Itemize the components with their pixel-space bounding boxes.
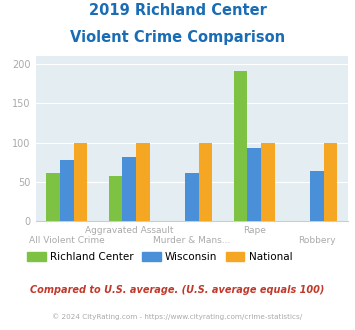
Bar bbox=[198, 143, 212, 221]
Bar bbox=[310, 171, 323, 221]
Bar bbox=[261, 143, 275, 221]
Text: Robbery: Robbery bbox=[298, 236, 335, 245]
Bar bbox=[46, 173, 60, 221]
Bar bbox=[185, 173, 198, 221]
Text: 2019 Richland Center: 2019 Richland Center bbox=[88, 3, 267, 18]
Bar bbox=[109, 176, 122, 221]
Bar bbox=[60, 160, 73, 221]
Text: All Violent Crime: All Violent Crime bbox=[29, 236, 105, 245]
Bar bbox=[122, 157, 136, 221]
Text: Murder & Mans...: Murder & Mans... bbox=[153, 236, 230, 245]
Text: Compared to U.S. average. (U.S. average equals 100): Compared to U.S. average. (U.S. average … bbox=[30, 285, 325, 295]
Bar bbox=[247, 148, 261, 221]
Text: © 2024 CityRating.com - https://www.cityrating.com/crime-statistics/: © 2024 CityRating.com - https://www.city… bbox=[53, 313, 302, 319]
Bar bbox=[73, 143, 87, 221]
Legend: Richland Center, Wisconsin, National: Richland Center, Wisconsin, National bbox=[23, 248, 296, 266]
Text: Violent Crime Comparison: Violent Crime Comparison bbox=[70, 30, 285, 45]
Bar bbox=[234, 71, 247, 221]
Bar bbox=[136, 143, 150, 221]
Text: Aggravated Assault: Aggravated Assault bbox=[85, 226, 174, 235]
Bar bbox=[323, 143, 337, 221]
Text: Rape: Rape bbox=[243, 226, 266, 235]
